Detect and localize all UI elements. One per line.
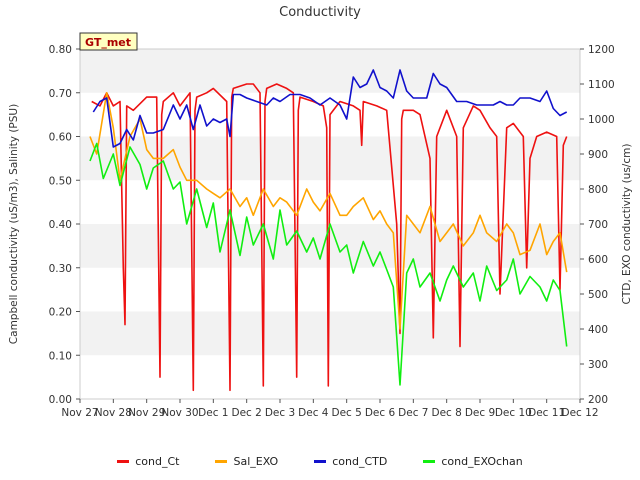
x-tick-label: Dec 1 [198, 407, 228, 419]
y-right-tick-label: 200 [588, 394, 608, 406]
legend: cond_Ct Sal_EXO cond_CTD cond_EXOchan [0, 452, 640, 470]
y-right-tick-label: 700 [588, 219, 608, 231]
y-left-tick-label: 0.70 [49, 88, 72, 100]
grid-band [80, 49, 580, 93]
x-tick-label: Nov 30 [161, 407, 198, 419]
x-tick-label: Dec 2 [231, 407, 261, 419]
legend-item: cond_CTD [314, 452, 387, 470]
gt-met-badge-label: GT_met [85, 36, 131, 49]
series-line-cond-ct [91, 83, 568, 392]
y-left-tick-label: 0.40 [49, 219, 72, 231]
y-right-tick-label: 300 [588, 359, 608, 371]
y-right-tick-label: 400 [588, 324, 608, 336]
y-right-tick-label: 800 [588, 184, 608, 196]
legend-label: cond_CTD [332, 454, 388, 468]
y-right-tick-label: 900 [588, 149, 608, 161]
x-tick-label: Nov 28 [95, 407, 132, 419]
y-left-tick-label: 0.20 [49, 307, 72, 319]
x-tick-label: Nov 29 [128, 407, 165, 419]
legend-item: Sal_EXO [215, 452, 278, 470]
legend-label: cond_Ct [135, 454, 180, 468]
legend-swatch [423, 459, 436, 463]
y-left-tick-label: 0.00 [49, 394, 72, 406]
x-tick-label: Dec 11 [528, 407, 565, 419]
legend-item: cond_EXOchan [423, 452, 523, 470]
y-axis-label-right: CTD, EXO conductivity (us/cm) [621, 144, 633, 305]
y-left-tick-label: 0.80 [49, 44, 72, 56]
x-tick-label: Dec 5 [331, 407, 361, 419]
y-right-tick-label: 1100 [588, 79, 615, 91]
y-right-tick-label: 500 [588, 289, 608, 301]
x-tick-label: Nov 27 [61, 407, 98, 419]
y-left-tick-label: 0.50 [49, 175, 72, 187]
chart-title: Conductivity [279, 5, 361, 20]
y-axis-label-left: Campbell conductivity (uS/m3), Salinity … [8, 104, 20, 344]
x-tick-label: Dec 12 [561, 407, 598, 419]
gt-met-badge: GT_met [79, 32, 138, 51]
legend-label: cond_EXOchan [441, 454, 523, 468]
series-line-sal-exo [89, 92, 568, 330]
grid-band [80, 355, 580, 399]
y-right-tick-label: 1200 [588, 44, 615, 56]
y-left-tick-label: 0.30 [49, 263, 72, 275]
chart: 0.00 0.10 0.20 0.30 0.40 0.50 0.60 0.70 0.80 200 3… [8, 5, 633, 419]
legend-swatch [117, 459, 130, 463]
x-tick-label: Dec 9 [465, 407, 495, 419]
x-tick-label: Dec 7 [398, 407, 428, 419]
x-tick-label: Dec 3 [265, 407, 295, 419]
series-line-cond-ctd [92, 69, 568, 148]
legend-swatch [215, 459, 228, 463]
y-left-tick-label: 0.10 [49, 350, 72, 362]
legend-item: cond_Ct [117, 452, 179, 470]
x-tick-label: Dec 4 [298, 407, 329, 419]
series-layer [89, 69, 568, 392]
axes: 0.00 0.10 0.20 0.30 0.40 0.50 0.60 0.70 0.80 200 3… [49, 44, 615, 419]
x-tick-label: Dec 6 [365, 407, 396, 419]
x-tick-label: Dec 10 [495, 407, 532, 419]
legend-swatch [314, 459, 327, 463]
x-tick-label: Dec 8 [431, 407, 461, 419]
y-right-tick-label: 600 [588, 254, 608, 266]
series-line-cond-exochan [89, 142, 568, 386]
grid-band [80, 311, 580, 356]
grid-band [80, 267, 580, 312]
y-left-tick-label: 0.60 [49, 132, 72, 144]
legend-label: Sal_EXO [233, 454, 279, 468]
y-right-tick-label: 1000 [588, 114, 615, 126]
